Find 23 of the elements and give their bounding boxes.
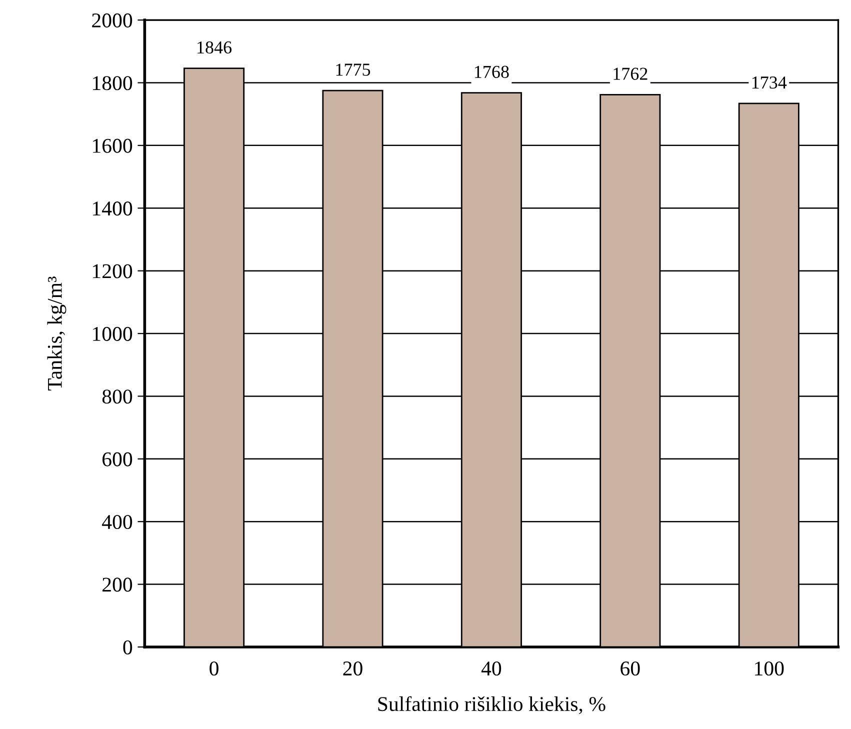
data-label: 1734 <box>752 76 787 89</box>
data-label: 1768 <box>474 66 509 78</box>
x-tick-label: 0 <box>210 661 218 676</box>
data-label: 1775 <box>336 64 370 76</box>
y-tick-label: 0 <box>123 640 132 654</box>
data-label: 1846 <box>198 41 232 54</box>
y-tick-label: 2000 <box>92 13 132 28</box>
y-tick-label: 1200 <box>93 264 132 278</box>
x-tick-label: 20 <box>343 661 362 676</box>
y-axis-title: Tankis, kg/m³ <box>47 276 66 391</box>
data-label: 1762 <box>614 68 648 80</box>
y-tick-label: 1000 <box>93 326 132 341</box>
y-tick-label: 1800 <box>93 76 132 90</box>
y-tick-label: 200 <box>102 578 132 592</box>
y-tick-label: 1600 <box>93 138 132 153</box>
x-axis-title: Sulfatinio rišiklio kiekis, % <box>378 696 606 714</box>
y-tick-label: 1400 <box>93 202 132 216</box>
y-tick-label: 400 <box>102 514 132 530</box>
y-tick-label: 800 <box>102 390 132 404</box>
x-tick-label: 40 <box>481 661 502 676</box>
x-tick-label: 100 <box>755 661 784 676</box>
y-tick-label: 600 <box>102 452 132 466</box>
x-tick-label: 60 <box>620 661 640 676</box>
